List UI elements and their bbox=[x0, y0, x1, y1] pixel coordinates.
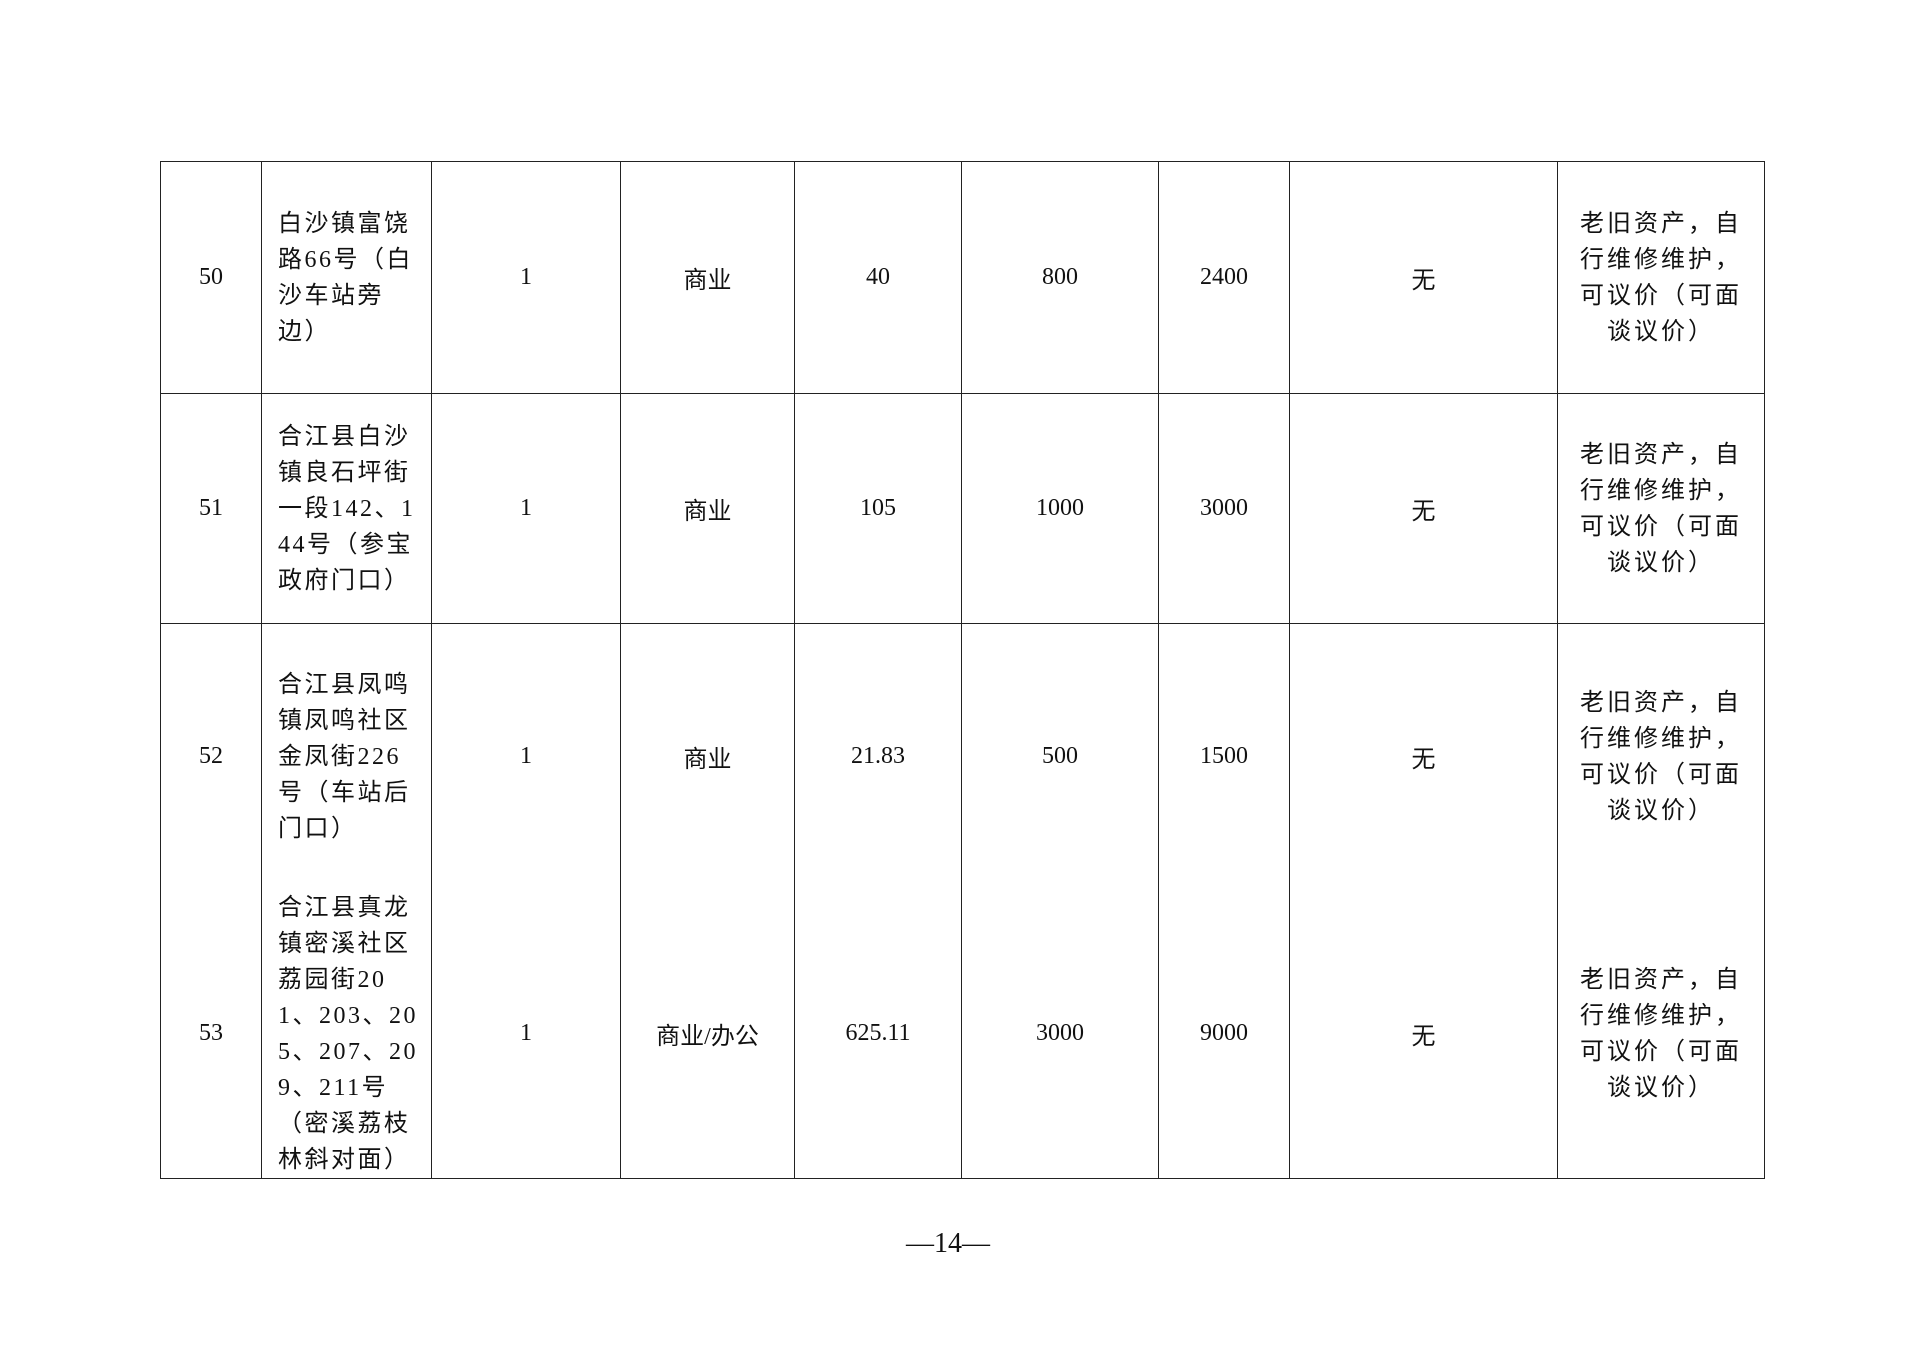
address: 合江县白沙镇良石坪街一段142、144号（参宝政府门口） bbox=[261, 393, 432, 624]
row-number: 51 bbox=[160, 393, 262, 624]
monthly-rent: 800 bbox=[961, 161, 1159, 394]
row-number: 50 bbox=[160, 161, 262, 394]
quantity: 1 bbox=[431, 393, 621, 624]
note: 无 bbox=[1289, 161, 1558, 394]
monthly-rent: 1000 bbox=[961, 393, 1159, 624]
remarks: 老旧资产，自行维修维护，可议价（可面谈议价） bbox=[1557, 623, 1765, 890]
remarks: 老旧资产，自行维修维护，可议价（可面谈议价） bbox=[1557, 393, 1765, 624]
table-row: 52 合江县凤鸣镇凤鸣社区金凤街226号（车站后门口） 1 商业 21.83 500 150… bbox=[160, 623, 1765, 890]
row-number: 52 bbox=[160, 623, 262, 890]
quantity: 1 bbox=[431, 161, 621, 394]
table-row: 51 合江县白沙镇良石坪街一段142、144号（参宝政府门口） 1 商业 105 1000… bbox=[160, 393, 1765, 624]
usage: 商业 bbox=[620, 623, 795, 890]
row-number: 53 bbox=[160, 889, 262, 1179]
monthly-rent: 3000 bbox=[961, 889, 1159, 1179]
table-row: 50 白沙镇富饶路66号（白沙车站旁边） 1 商业 40 800 2400 无老旧资产，自行维… bbox=[160, 161, 1765, 394]
note: 无 bbox=[1289, 393, 1558, 624]
usage: 商业/办公 bbox=[620, 889, 795, 1179]
deposit: 1500 bbox=[1158, 623, 1290, 890]
quantity: 1 bbox=[431, 623, 621, 890]
deposit: 3000 bbox=[1158, 393, 1290, 624]
remarks: 老旧资产，自行维修维护，可议价（可面谈议价） bbox=[1557, 889, 1765, 1179]
note: 无 bbox=[1289, 889, 1558, 1179]
page-number: —14— bbox=[906, 1228, 990, 1259]
asset-table: 50 白沙镇富饶路66号（白沙车站旁边） 1 商业 40 800 2400 无老旧资产，自行维… bbox=[160, 161, 1765, 1179]
address: 合江县真龙镇密溪社区荔园街201、203、205、207、209、211号（密溪… bbox=[261, 889, 432, 1179]
deposit: 9000 bbox=[1158, 889, 1290, 1179]
quantity: 1 bbox=[431, 889, 621, 1179]
usage: 商业 bbox=[620, 161, 795, 394]
usage: 商业 bbox=[620, 393, 795, 624]
area: 21.83 bbox=[794, 623, 962, 890]
address: 合江县凤鸣镇凤鸣社区金凤街226号（车站后门口） bbox=[261, 623, 432, 890]
table-row: 53 合江县真龙镇密溪社区荔园街201、203、205、207、209、211号（… bbox=[160, 889, 1765, 1179]
area: 40 bbox=[794, 161, 962, 394]
area: 625.11 bbox=[794, 889, 962, 1179]
deposit: 2400 bbox=[1158, 161, 1290, 394]
monthly-rent: 500 bbox=[961, 623, 1159, 890]
address: 白沙镇富饶路66号（白沙车站旁边） bbox=[261, 161, 432, 394]
remarks: 老旧资产，自行维修维护，可议价（可面谈议价） bbox=[1557, 161, 1765, 394]
note: 无 bbox=[1289, 623, 1558, 890]
area: 105 bbox=[794, 393, 962, 624]
